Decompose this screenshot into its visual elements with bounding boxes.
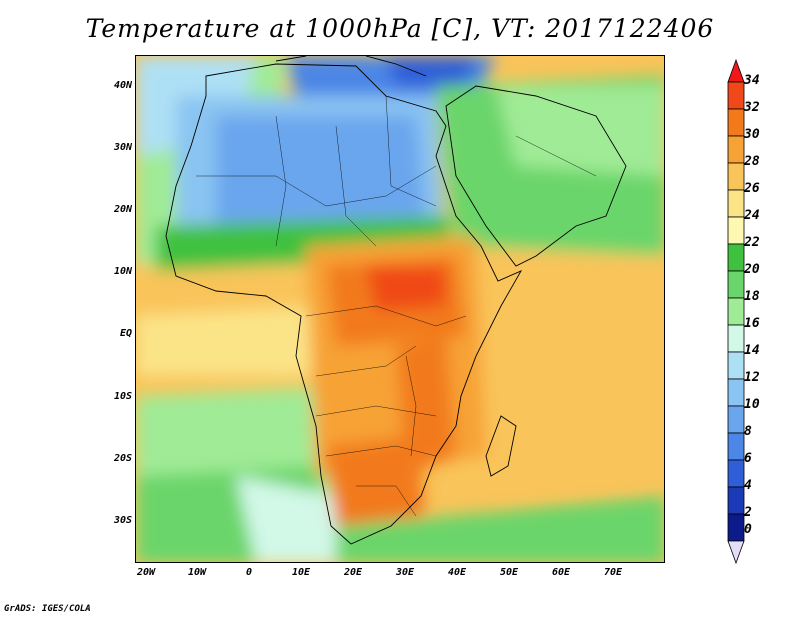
colorbar-swatch bbox=[727, 135, 745, 164]
colorbar-bottom-arrow bbox=[727, 540, 745, 564]
colorbar-label-6: 6 bbox=[744, 451, 752, 466]
lat-label-40n: 40N bbox=[113, 80, 132, 91]
colorbar-label-12: 12 bbox=[744, 370, 760, 385]
colorbar-swatch bbox=[727, 81, 745, 110]
colorbar-swatch bbox=[727, 405, 745, 434]
colorbar-label-30: 30 bbox=[744, 127, 760, 142]
map-title: Temperature at 1000hPa [C], VT: 20171224… bbox=[85, 14, 715, 43]
colorbar-swatch bbox=[727, 432, 745, 461]
lon-label-60e: 60E bbox=[551, 567, 571, 578]
colorbar-swatch bbox=[727, 459, 745, 488]
colorbar-label-16: 16 bbox=[744, 316, 760, 331]
lat-label-20s: 20S bbox=[113, 453, 132, 464]
lon-label-10w: 10W bbox=[187, 567, 207, 578]
colorbar bbox=[727, 58, 745, 564]
colorbar-swatch bbox=[727, 513, 745, 542]
lat-label-30n: 30N bbox=[113, 142, 132, 153]
colorbar-swatch bbox=[727, 270, 745, 299]
colorbar-label-24: 24 bbox=[744, 208, 760, 223]
grads-credit: GrADS: IGES/COLA bbox=[4, 604, 91, 614]
colorbar-swatch bbox=[727, 486, 745, 515]
lat-label-10n: 10N bbox=[113, 266, 132, 277]
colorbar-label-34: 34 bbox=[744, 73, 760, 88]
colorbar-label-32: 32 bbox=[744, 100, 760, 115]
colorbar-label-26: 26 bbox=[744, 181, 760, 196]
lat-label-30s: 30S bbox=[113, 515, 132, 526]
colorbar-label-20: 20 bbox=[744, 262, 760, 277]
colorbar-label-22: 22 bbox=[744, 235, 760, 250]
colorbar-top-arrow bbox=[727, 58, 745, 83]
colorbar-label-14: 14 bbox=[744, 343, 760, 358]
lon-label-0: 0 bbox=[245, 567, 253, 578]
lon-label-10e: 10E bbox=[291, 567, 311, 578]
colorbar-label-18: 18 bbox=[744, 289, 760, 304]
lon-label-30e: 30E bbox=[395, 567, 415, 578]
colorbar-swatch bbox=[727, 324, 745, 353]
coastlines bbox=[165, 56, 627, 545]
colorbar-swatch bbox=[727, 162, 745, 191]
colorbar-swatch bbox=[727, 243, 745, 272]
lon-label-20e: 20E bbox=[343, 567, 363, 578]
colorbar-swatch bbox=[727, 297, 745, 326]
temperature-map bbox=[135, 55, 665, 563]
colorbar-label-0: 0 bbox=[744, 522, 752, 537]
colorbar-swatch bbox=[727, 216, 745, 245]
colorbar-label-10: 10 bbox=[744, 397, 760, 412]
lat-label-10s: 10S bbox=[113, 391, 132, 402]
lat-label-20n: 20N bbox=[113, 204, 132, 215]
colorbar-swatch bbox=[727, 351, 745, 380]
colorbar-label-28: 28 bbox=[744, 154, 760, 169]
colorbar-label-2: 2 bbox=[744, 505, 752, 520]
temperature-field bbox=[136, 56, 664, 562]
lon-label-20w: 20W bbox=[136, 567, 156, 578]
colorbar-label-4: 4 bbox=[744, 478, 752, 493]
colorbar-label-8: 8 bbox=[744, 424, 752, 439]
colorbar-swatch bbox=[727, 189, 745, 218]
lon-label-40e: 40E bbox=[447, 567, 467, 578]
borders bbox=[196, 95, 597, 517]
lon-label-50e: 50E bbox=[499, 567, 519, 578]
colorbar-swatch bbox=[727, 108, 745, 137]
colorbar-swatch bbox=[727, 378, 745, 407]
lon-label-70e: 70E bbox=[603, 567, 623, 578]
lat-label-eq: EQ bbox=[119, 328, 132, 339]
